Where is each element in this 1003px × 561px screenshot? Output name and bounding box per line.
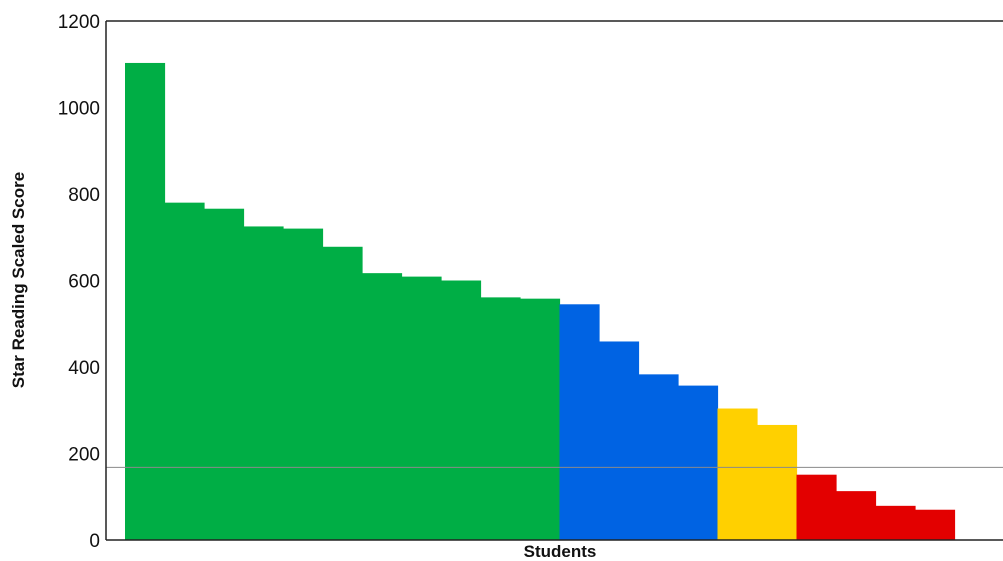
bar [322,246,363,540]
y-tick-label: 0 [89,531,100,552]
bar [283,228,324,540]
bar [638,374,679,540]
x-axis-title: Students [524,542,597,561]
y-tick-label: 200 [68,445,100,466]
bar [164,202,205,540]
y-tick-label: 1200 [58,12,100,33]
bar [559,304,600,540]
bar [757,424,798,540]
y-tick-label: 600 [68,272,100,293]
bar [401,276,442,540]
bar [480,297,521,540]
bar [362,273,403,540]
bar [717,408,758,540]
axes [105,20,1003,541]
y-tick-label: 400 [68,358,100,379]
bar [836,491,877,540]
bar [915,509,956,540]
bar [875,505,916,540]
bar [678,385,719,540]
bar [204,208,245,540]
y-axis-title: Star Reading Scaled Score [9,172,28,388]
bar [125,62,166,540]
bar [441,280,482,540]
bar [599,341,640,540]
y-tick-label: 1000 [58,99,100,120]
y-tick-labels: 0 200 400 600 800 1000 1200 [58,12,100,552]
bar [796,474,837,540]
bar [520,298,561,540]
bar [243,226,284,540]
y-tick-label: 800 [68,185,100,206]
bars [125,62,956,540]
